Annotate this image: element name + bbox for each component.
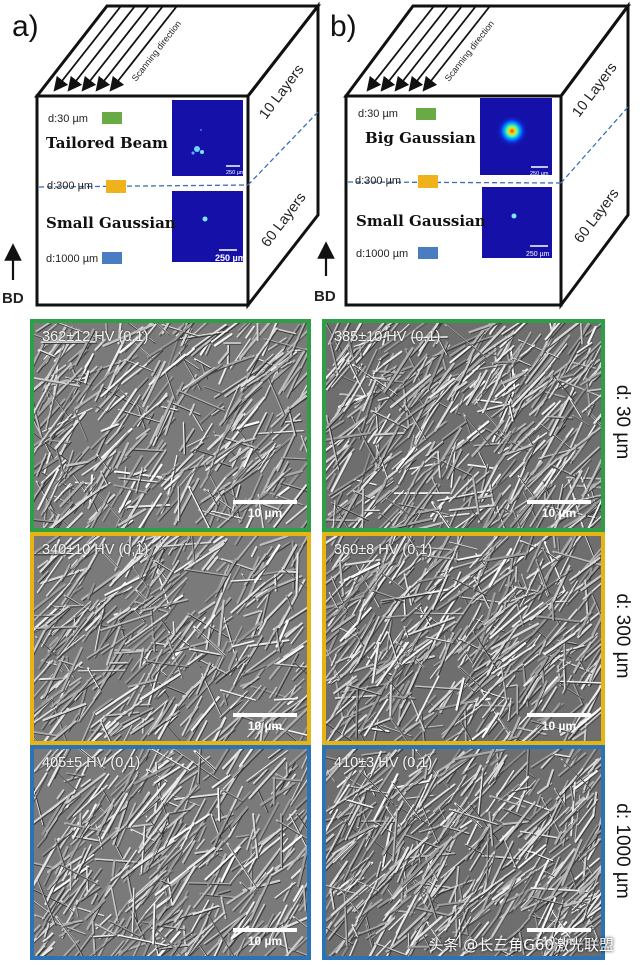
hardness-label: 340±10 HV (0,1) (42, 542, 149, 558)
bd-label-a: BD (2, 290, 24, 307)
scanning-direction-a: Scanning direction (130, 19, 183, 84)
d300-label-b: d:300 µm (355, 175, 401, 187)
layers-bottom-b: 60 Layers (571, 186, 622, 246)
beam-image-small-gaussian-b (482, 187, 552, 258)
beam-image-small-gaussian-a (172, 191, 243, 262)
scale-bar: 10 µm (233, 928, 297, 948)
sem-row2-right: 360±8 HV (0,1) 10 µm (322, 532, 605, 745)
beam-bottom-label-b: Small Gaussian (356, 212, 486, 230)
marker-d1000 (102, 252, 122, 264)
beam-scale-top-a: 250 µm (226, 170, 245, 176)
sem-texture (326, 323, 601, 528)
scanning-direction-b: Scanning direction (443, 19, 496, 84)
sem-row3-left: 405±5 HV (0,1) 10 µm (30, 745, 311, 960)
beam-bottom-label-a: Small Gaussian (46, 214, 176, 232)
beam-scale-bottom-a: 250 µm (215, 253, 246, 263)
panel-b-label: b) (330, 10, 357, 43)
layers-top-b: 10 Layers (569, 60, 620, 120)
sem-texture (34, 749, 307, 956)
panel-a-label: a) (12, 10, 39, 43)
beam-image-tailored (172, 100, 243, 176)
beam-top-label-a: Tailored Beam (46, 134, 168, 152)
scale-bar: 10 µm (527, 928, 591, 948)
sem-row1-left: 362±12 HV (0,1) 10 µm (30, 319, 311, 532)
sem-row2-left: 340±10 HV (0,1) 10 µm (30, 532, 311, 745)
marker-d300 (106, 180, 126, 193)
d1000-label-a: d:1000 µm (46, 253, 98, 265)
cube-a (33, 1, 322, 310)
sem-texture (34, 536, 307, 741)
layers-top-a: 10 Layers (256, 62, 307, 122)
scale-bar: 10 µm (527, 713, 591, 733)
watermark: 头条 @长三角G60激光联盟 (428, 936, 614, 954)
beam-scale-bottom-b: 250 µm (526, 251, 550, 258)
marker-d300-b (418, 175, 438, 188)
row3-depth-label: d: 1000 µm (612, 803, 633, 899)
schematic-diagrams: Scanning direction 10 Layers 60 Layers d… (2, 1, 631, 310)
d1000-label-b: d:1000 µm (356, 248, 408, 260)
sem-texture (34, 323, 307, 528)
bd-arrows (4, 241, 335, 280)
scale-bar: 10 µm (527, 500, 591, 520)
d30-label-b: d:30 µm (358, 108, 398, 120)
marker-d30-b (416, 108, 436, 120)
row1-depth-label: d: 30 µm (612, 384, 633, 460)
scale-bar: 10 µm (233, 713, 297, 733)
hardness-label: 385±10 HV (0,1) (334, 329, 441, 345)
d300-label-a: d:300 µm (47, 180, 93, 192)
sem-texture (326, 536, 601, 741)
beam-scale-top-b: 250 µm (530, 171, 549, 177)
beam-top-label-b: Big Gaussian (365, 129, 476, 147)
sem-row1-right: 385±10 HV (0,1) 10 µm (322, 319, 605, 532)
d30-label-a: d:30 µm (48, 113, 88, 125)
hardness-label: 410±3 HV (0,1) (334, 755, 433, 771)
hardness-label: 360±8 HV (0,1) (334, 542, 433, 558)
cube-b (343, 1, 631, 310)
layers-bottom-a: 60 Layers (258, 190, 309, 250)
row2-depth-label: d: 300 µm (612, 593, 633, 679)
hardness-label: 362±12 HV (0,1) (42, 329, 149, 345)
bd-label-b: BD (314, 288, 336, 305)
sem-row3-right: 410±3 HV (0,1) 10 µm (322, 745, 605, 960)
hardness-label: 405±5 HV (0,1) (42, 755, 141, 771)
sem-texture (326, 749, 601, 956)
marker-d1000-b (418, 247, 438, 259)
scale-bar: 10 µm (233, 500, 297, 520)
marker-d30 (102, 112, 122, 124)
